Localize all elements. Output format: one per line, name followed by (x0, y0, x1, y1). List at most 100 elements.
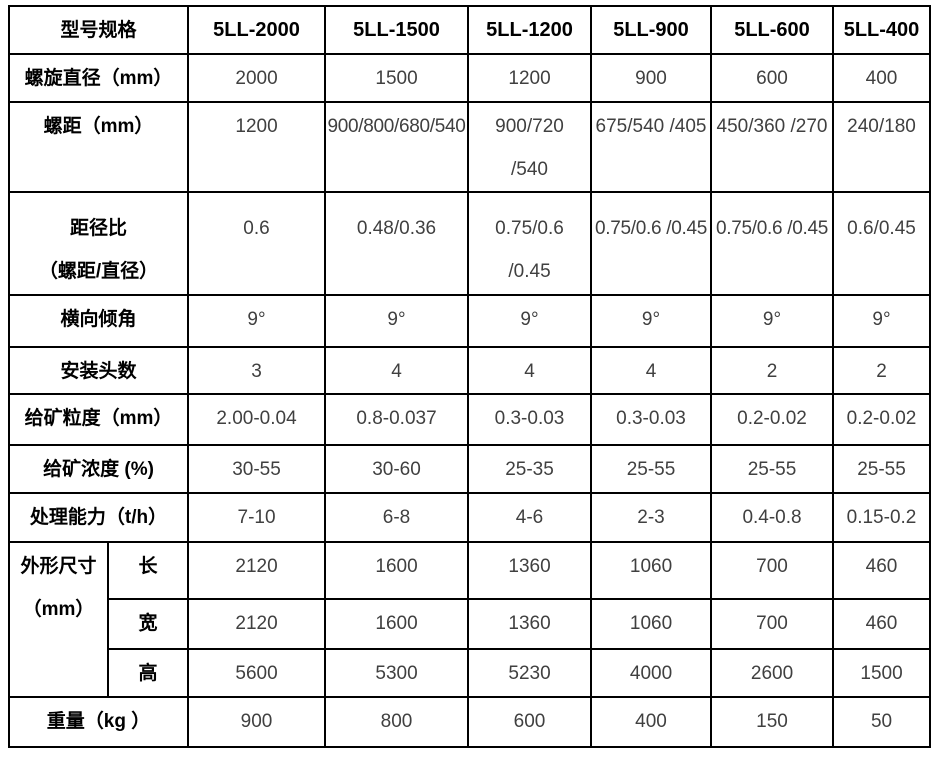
value-cell: 7-10 (187, 492, 327, 543)
value-cell: 1200 (467, 53, 593, 103)
row-label-capacity: 处理能力（t/h） (7, 492, 190, 543)
value-cell: 0.75/0.6 /0.45 (710, 191, 835, 296)
value-cell: 460 (832, 541, 931, 600)
value-cell: 2120 (187, 598, 327, 650)
value-cell: 9° (710, 294, 835, 348)
value-cell: 675/540 /405 (590, 101, 713, 193)
value-cell: 5600 (187, 648, 327, 698)
value-cell: 0.15-0.2 (832, 492, 931, 543)
value-cell: 4-6 (467, 492, 593, 543)
value-cell: 900/720 /540 (467, 101, 593, 193)
value-cell: 1600 (324, 541, 470, 600)
value-cell: 900 (590, 53, 713, 103)
sub-row-label-width: 宽 (106, 598, 190, 650)
value-cell: 9° (187, 294, 327, 348)
value-cell: 4000 (590, 648, 713, 698)
value-cell: 1060 (590, 598, 713, 650)
row-label-pitch-diameter-ratio: 距径比 （螺距/直径） (7, 191, 190, 296)
row-label-cross-incline-angle: 横向倾角 (7, 294, 190, 348)
value-cell: 50 (832, 696, 931, 748)
value-cell: 2.00-0.04 (187, 393, 327, 446)
value-cell: 700 (710, 598, 835, 650)
value-cell: 6-8 (324, 492, 470, 543)
value-cell: 9° (467, 294, 593, 348)
value-cell: 2 (710, 346, 835, 395)
value-cell: 0.75/0.6 /0.45 (590, 191, 713, 296)
value-cell: 1500 (832, 648, 931, 698)
sub-row-label-length: 长 (106, 541, 190, 600)
value-cell: 25-35 (467, 444, 593, 494)
value-cell: 900/800/680/540 (324, 101, 470, 193)
row-label-overall-dimensions: 外形尺寸 （mm） (8, 541, 109, 698)
table-row-feed-size: 给矿粒度（mm） 2.00-0.04 0.8-0.037 0.3-0.03 0.… (7, 393, 931, 446)
value-cell: 240/180 (832, 101, 931, 193)
value-cell: 0.8-0.037 (324, 393, 470, 446)
value-cell: 0.2-0.02 (832, 393, 931, 446)
row-label-install-heads: 安装头数 (7, 346, 190, 395)
value-cell: 0.6/0.45 (832, 191, 931, 296)
column-header-5ll-2000: 5LL-2000 (187, 5, 327, 55)
value-cell: 2600 (710, 648, 835, 698)
value-cell: 5300 (324, 648, 470, 698)
value-cell: 150 (710, 696, 835, 748)
row-label-feed-density: 给矿浓度 (%) (7, 444, 190, 494)
value-cell: 1600 (324, 598, 470, 650)
value-cell: 800 (324, 696, 470, 748)
value-cell: 900 (187, 696, 327, 748)
value-cell: 25-55 (710, 444, 835, 494)
table-row-dimension-width: 宽 2120 1600 1360 1060 700 460 (9, 598, 931, 650)
value-cell: 450/360 /270 (710, 101, 835, 193)
table-row-dimension-height: 高 5600 5300 5230 4000 2600 1500 (9, 648, 931, 698)
row-label-spiral-diameter: 螺旋直径（mm） (7, 53, 190, 103)
value-cell: 1200 (187, 101, 327, 193)
value-cell: 9° (590, 294, 713, 348)
value-cell: 700 (710, 541, 835, 600)
value-cell: 9° (324, 294, 470, 348)
value-cell: 0.48/0.36 (324, 191, 470, 296)
value-cell: 25-55 (832, 444, 931, 494)
value-cell: 2120 (187, 541, 327, 600)
value-cell: 460 (832, 598, 931, 650)
value-cell: 3 (187, 346, 327, 395)
column-header-5ll-1200: 5LL-1200 (467, 5, 593, 55)
value-cell: 2000 (187, 53, 327, 103)
sub-row-label-height: 高 (106, 648, 190, 698)
table-row-feed-density: 给矿浓度 (%) 30-55 30-60 25-35 25-55 25-55 2… (7, 444, 931, 494)
value-cell: 0.6 (187, 191, 327, 296)
table-row-capacity: 处理能力（t/h） 7-10 6-8 4-6 2-3 0.4-0.8 0.15-… (7, 492, 931, 543)
row-label-pitch: 螺距（mm） (7, 101, 190, 193)
table-row-cross-incline-angle: 横向倾角 9° 9° 9° 9° 9° 9° (7, 294, 931, 348)
value-cell: 1060 (590, 541, 713, 600)
row-label-weight: 重量（kg ） (7, 696, 190, 748)
value-cell: 4 (590, 346, 713, 395)
value-cell: 30-60 (324, 444, 470, 494)
value-cell: 1500 (324, 53, 470, 103)
value-cell: 1360 (467, 598, 593, 650)
value-cell: 4 (324, 346, 470, 395)
table-row-pitch: 螺距（mm） 1200 900/800/680/540 900/720 /540… (7, 101, 931, 193)
column-header-5ll-900: 5LL-900 (590, 5, 713, 55)
column-header-5ll-1500: 5LL-1500 (324, 5, 470, 55)
value-cell: 25-55 (590, 444, 713, 494)
table-row-dimension-length: 外形尺寸 （mm） 长 2120 1600 1360 1060 700 460 (8, 541, 931, 698)
table-row-weight: 重量（kg ） 900 800 600 400 150 50 (7, 696, 931, 748)
table-row-install-heads: 安装头数 3 4 4 4 2 2 (7, 346, 931, 395)
value-cell: 0.4-0.8 (710, 492, 835, 543)
table-header-row: 型号规格 5LL-2000 5LL-1500 5LL-1200 5LL-900 … (7, 5, 931, 55)
spec-table: 型号规格 5LL-2000 5LL-1500 5LL-1200 5LL-900 … (7, 5, 931, 748)
table-row-spiral-diameter: 螺旋直径（mm） 2000 1500 1200 900 600 400 (7, 53, 931, 103)
value-cell: 5230 (467, 648, 593, 698)
column-header-5ll-400: 5LL-400 (832, 5, 931, 55)
column-header-5ll-600: 5LL-600 (710, 5, 835, 55)
value-cell: 1360 (467, 541, 593, 600)
value-cell: 0.2-0.02 (710, 393, 835, 446)
value-cell: 4 (467, 346, 593, 395)
value-cell: 600 (467, 696, 593, 748)
value-cell: 600 (710, 53, 835, 103)
row-label-feed-size: 给矿粒度（mm） (7, 393, 190, 446)
value-cell: 0.3-0.03 (590, 393, 713, 446)
value-cell: 2 (832, 346, 931, 395)
value-cell: 2-3 (590, 492, 713, 543)
value-cell: 0.75/0.6 /0.45 (467, 191, 593, 296)
table-row-pitch-diameter-ratio: 距径比 （螺距/直径） 0.6 0.48/0.36 0.75/0.6 /0.45… (7, 191, 931, 296)
